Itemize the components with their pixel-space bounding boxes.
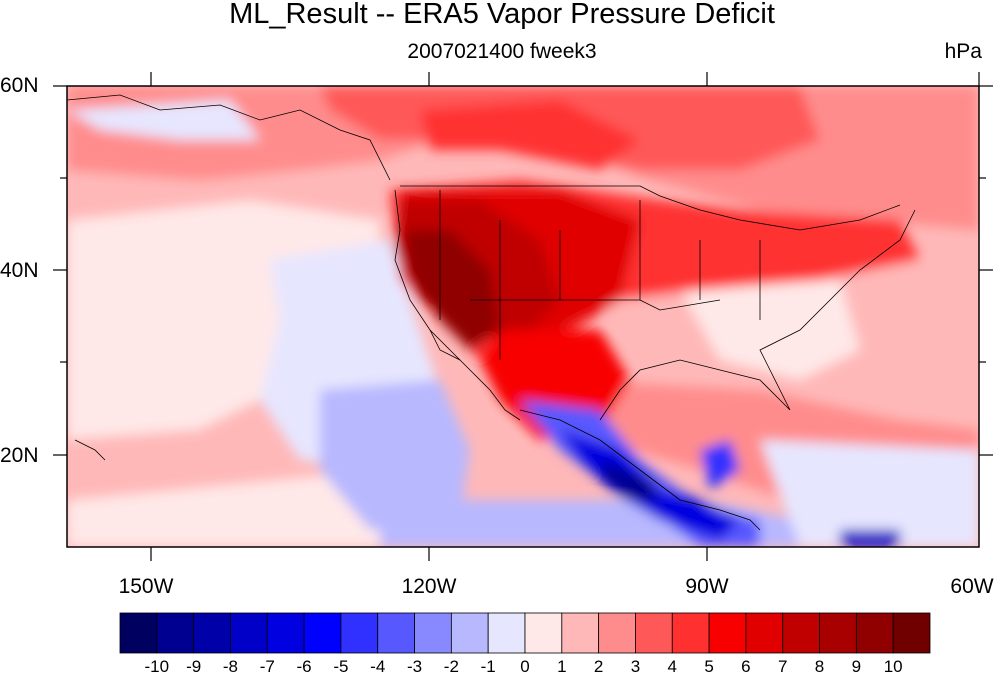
colorbar-swatch (340, 612, 379, 654)
colorbar-swatch (303, 612, 342, 654)
colorbar-swatch (855, 612, 894, 654)
colorbar-tick-label: -2 (443, 657, 459, 676)
colorbar-tick-label: -1 (480, 657, 496, 676)
colorbar-tick-label: 7 (777, 657, 788, 676)
vpd-field (67, 86, 979, 547)
colorbar-swatch (635, 612, 673, 654)
coastlines (67, 94, 916, 531)
colorbar-tick-label: 6 (741, 657, 751, 676)
colorbar-swatch (819, 612, 857, 654)
colorbar-swatch (708, 612, 747, 654)
units-label: hPa (944, 40, 982, 63)
colorbar-tick-label: -5 (333, 657, 349, 676)
colorbar-swatch (377, 612, 415, 654)
lon-label-60w: 60W (950, 575, 994, 598)
colorbar-swatch (156, 612, 195, 654)
colorbar-tick-label: 9 (851, 657, 862, 676)
colorbar-tick-label: -6 (296, 657, 312, 676)
colorbar-swatch (782, 612, 820, 654)
colorbar-swatch (119, 612, 158, 654)
colorbar-tick-label: -10 (144, 657, 170, 676)
colorbar-tick-label: 2 (593, 657, 604, 676)
colorbar-swatch (230, 612, 268, 654)
colorbar-swatch (524, 612, 563, 654)
colorbar-swatch (193, 612, 231, 654)
colorbar-tick-label: 3 (630, 657, 641, 676)
colorbar-tick-label: 10 (883, 657, 903, 676)
colorbar-swatch (561, 612, 600, 654)
colorbar-tick-label: -8 (222, 657, 239, 676)
colorbar-swatch (671, 612, 710, 654)
colorbar-tick-label: -3 (406, 657, 423, 676)
colorbar-tick-label: 4 (667, 657, 677, 676)
colorbar-swatch (487, 612, 526, 654)
lat-label-60n: 60N (0, 74, 39, 97)
lat-label-20n: 20N (0, 444, 39, 467)
colorbar-tick-label: -4 (370, 657, 386, 676)
colorbar-tick-label: -7 (259, 657, 275, 676)
axis-ticks (53, 72, 993, 561)
colorbar-tick-label: -9 (186, 657, 202, 676)
map-frame (66, 85, 980, 548)
lon-label-150w: 150W (118, 575, 174, 598)
lon-label-90w: 90W (685, 575, 729, 598)
colorbar-swatch (745, 612, 784, 654)
colorbar-tick-label: 1 (557, 657, 567, 676)
colorbar-swatch (266, 612, 305, 654)
plot-subtitle: 2007021400 fweek3 (407, 40, 597, 63)
colorbar-tick-label: 0 (520, 657, 530, 676)
lat-label-40n: 40N (0, 259, 39, 282)
colorbar-tick-label: 8 (814, 657, 825, 676)
colorbar-swatch (892, 612, 931, 654)
lon-label-120w: 120W (401, 575, 457, 598)
colorbar-swatch (450, 612, 489, 654)
plot-title: ML_Result -- ERA5 Vapor Pressure Deficit (229, 0, 775, 30)
colorbar-swatch (414, 612, 452, 654)
colorbar-tick-label: 5 (704, 657, 714, 676)
colorbar-swatch (598, 612, 636, 654)
